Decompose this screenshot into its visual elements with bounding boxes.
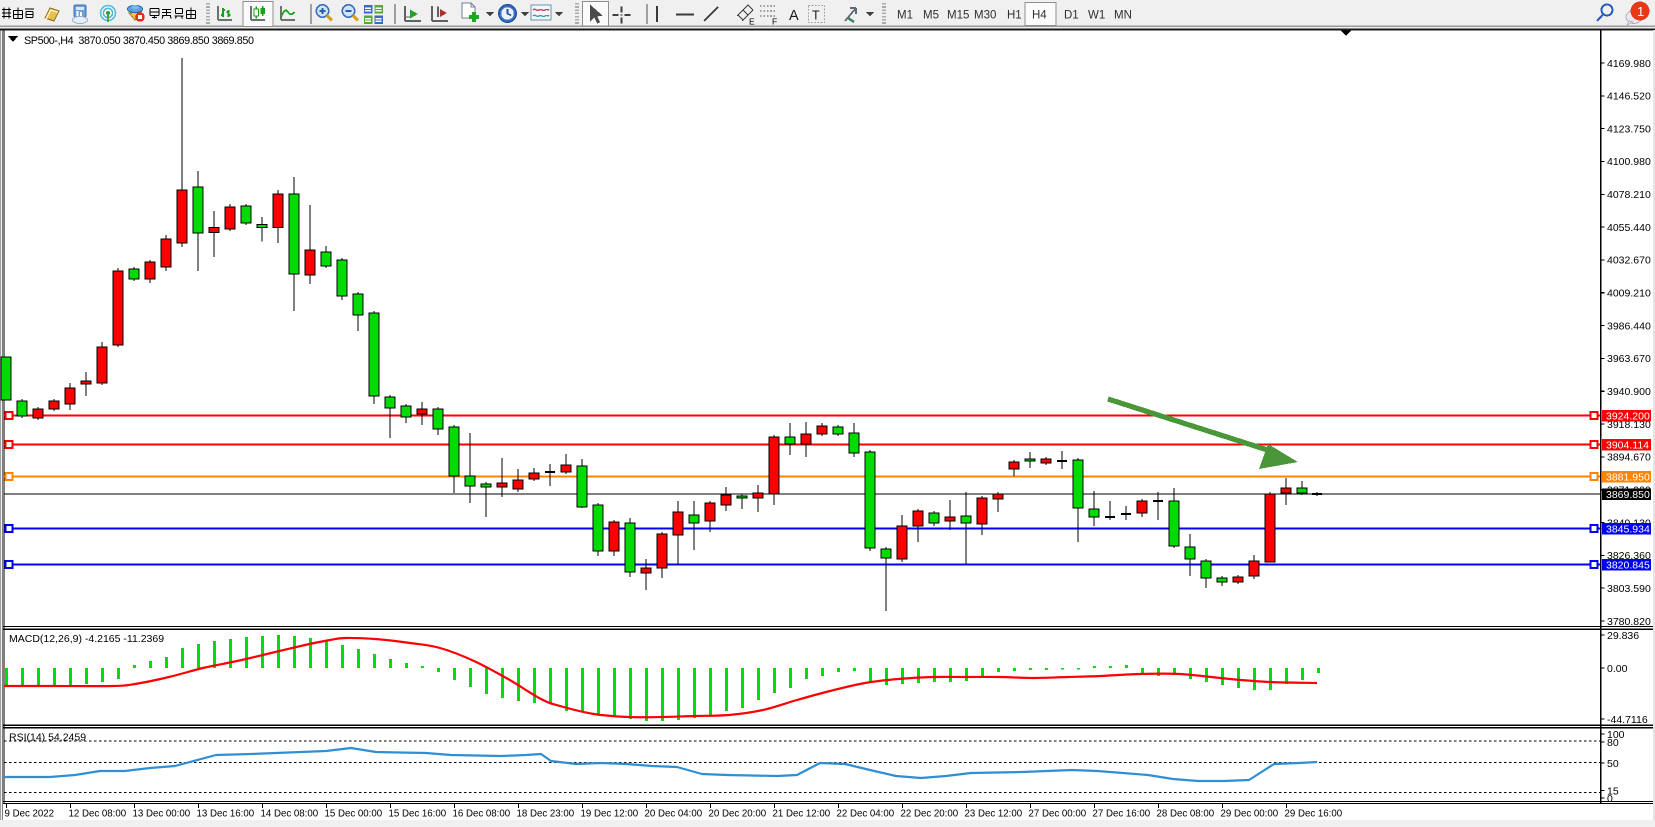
svg-text:M1: M1 (897, 10, 913, 22)
svg-text:A: A (789, 8, 799, 24)
svg-text:50: 50 (1607, 758, 1619, 770)
svg-text:3940.900: 3940.900 (1607, 386, 1651, 398)
svg-text:20 Dec 04:00: 20 Dec 04:00 (645, 809, 703, 820)
svg-text:3894.670: 3894.670 (1607, 452, 1651, 464)
svg-text:27 Dec 00:00: 27 Dec 00:00 (1029, 809, 1087, 820)
svg-text:3780.820: 3780.820 (1607, 616, 1651, 628)
svg-text:14 Dec 08:00: 14 Dec 08:00 (261, 809, 319, 820)
svg-text:18 Dec 23:00: 18 Dec 23:00 (517, 809, 575, 820)
svg-text:RSI(14) 54.2459: RSI(14) 54.2459 (9, 732, 86, 744)
svg-text:16 Dec 08:00: 16 Dec 08:00 (453, 809, 511, 820)
svg-text:80: 80 (1607, 737, 1619, 749)
svg-text:19 Dec 12:00: 19 Dec 12:00 (581, 809, 639, 820)
svg-text:3924.200: 3924.200 (1606, 411, 1650, 423)
svg-text:29.836: 29.836 (1607, 630, 1639, 642)
svg-text:29 Dec 00:00: 29 Dec 00:00 (1221, 809, 1279, 820)
svg-text:15 Dec 16:00: 15 Dec 16:00 (389, 809, 447, 820)
svg-text:1: 1 (1637, 4, 1644, 19)
svg-text:12 Dec 08:00: 12 Dec 08:00 (69, 809, 127, 820)
svg-text:M30: M30 (974, 10, 996, 22)
svg-text:100: 100 (1607, 729, 1625, 741)
svg-text:3963.670: 3963.670 (1607, 353, 1651, 365)
svg-text:F: F (772, 17, 777, 27)
svg-text:3803.590: 3803.590 (1607, 583, 1651, 595)
svg-text:22 Dec 04:00: 22 Dec 04:00 (837, 809, 895, 820)
svg-text:MACD(12,26,9) -4.2165 -11.2369: MACD(12,26,9) -4.2165 -11.2369 (9, 633, 164, 645)
svg-text:SP500-,H4 3870.050 3870.450 3: SP500-,H4 3870.050 3870.450 3869.850 386… (24, 35, 254, 47)
svg-text:3904.114: 3904.114 (1606, 440, 1649, 452)
svg-text:W1: W1 (1088, 10, 1105, 22)
svg-text:9 Dec 2022: 9 Dec 2022 (5, 809, 55, 820)
svg-text:4123.750: 4123.750 (1607, 123, 1651, 135)
svg-text:4055.440: 4055.440 (1607, 222, 1651, 234)
svg-text:23 Dec 12:00: 23 Dec 12:00 (965, 809, 1023, 820)
svg-text:3986.440: 3986.440 (1607, 320, 1651, 332)
svg-text:29 Dec 16:00: 29 Dec 16:00 (1285, 809, 1343, 820)
svg-text:22 Dec 20:00: 22 Dec 20:00 (901, 809, 959, 820)
svg-text:M5: M5 (923, 10, 939, 22)
svg-text:13 Dec 16:00: 13 Dec 16:00 (197, 809, 255, 820)
svg-text:28 Dec 08:00: 28 Dec 08:00 (1157, 809, 1215, 820)
svg-text:20 Dec 20:00: 20 Dec 20:00 (709, 809, 767, 820)
svg-text:H4: H4 (1032, 10, 1047, 22)
svg-text:3845.934: 3845.934 (1606, 524, 1650, 536)
svg-text:3881.950: 3881.950 (1606, 472, 1650, 484)
svg-text:4078.210: 4078.210 (1607, 189, 1651, 201)
svg-text:E: E (749, 17, 755, 27)
svg-text:-44.7116: -44.7116 (1607, 714, 1648, 726)
svg-text:4100.980: 4100.980 (1607, 156, 1651, 168)
svg-text:4032.670: 4032.670 (1607, 255, 1651, 267)
svg-text:MN: MN (1114, 10, 1132, 22)
svg-text:4146.520: 4146.520 (1607, 91, 1651, 103)
svg-text:3918.130: 3918.130 (1607, 419, 1651, 431)
svg-text:M15: M15 (947, 10, 969, 22)
svg-text:27 Dec 16:00: 27 Dec 16:00 (1093, 809, 1151, 820)
svg-text:4169.980: 4169.980 (1607, 58, 1651, 70)
svg-text:3869.850: 3869.850 (1606, 489, 1650, 501)
svg-text:4009.210: 4009.210 (1607, 288, 1651, 300)
svg-text:21 Dec 12:00: 21 Dec 12:00 (773, 809, 831, 820)
svg-text:H1: H1 (1007, 10, 1022, 22)
svg-text:T: T (812, 9, 820, 23)
svg-text:13 Dec 00:00: 13 Dec 00:00 (133, 809, 191, 820)
svg-text:0.00: 0.00 (1607, 663, 1628, 675)
svg-text:15: 15 (1607, 785, 1619, 797)
svg-text:3820.845: 3820.845 (1606, 560, 1650, 572)
svg-text:D1: D1 (1064, 10, 1079, 22)
svg-text:0: 0 (1607, 793, 1613, 805)
svg-text:15 Dec 00:00: 15 Dec 00:00 (325, 809, 383, 820)
